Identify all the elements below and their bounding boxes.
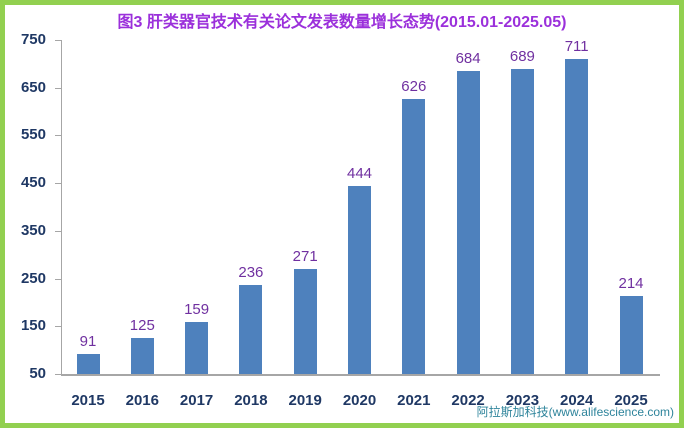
x-axis-label: 2016 — [125, 392, 159, 409]
bar — [565, 58, 589, 374]
bar — [293, 268, 317, 374]
bar-value-label: 444 — [346, 165, 373, 182]
x-axis-label: 2021 — [397, 392, 431, 409]
y-tick-mark — [55, 135, 61, 137]
x-axis-line — [61, 374, 660, 376]
bar-value-label: 711 — [564, 37, 589, 55]
x-axis-label: 2024 — [560, 392, 594, 409]
x-axis-label: 2017 — [179, 392, 214, 409]
y-tick-label: 550 — [20, 126, 46, 144]
x-axis-label: 2022 — [451, 392, 485, 409]
bar-value-label: 271 — [292, 247, 318, 265]
x-axis-label: 2015 — [71, 392, 105, 409]
y-tick-mark — [55, 374, 61, 375]
x-axis-label: 2019 — [288, 392, 322, 409]
y-tick-mark — [55, 87, 61, 89]
bar — [348, 186, 371, 374]
bar — [130, 338, 154, 374]
bar-value-label: 689 — [509, 48, 535, 66]
y-tick-label: 250 — [20, 269, 46, 287]
y-tick-mark — [55, 326, 61, 328]
bar-value-label: 236 — [238, 264, 264, 282]
y-tick-label: 650 — [20, 78, 46, 96]
bar — [456, 71, 480, 374]
y-tick-mark — [55, 40, 61, 41]
bar — [402, 99, 426, 374]
bar — [239, 285, 263, 374]
bar-value-label: 125 — [129, 317, 155, 335]
y-tick-label: 750 — [20, 31, 46, 48]
x-axis-label: 2025 — [614, 392, 648, 409]
bar-value-label: 684 — [455, 50, 481, 68]
bar — [76, 354, 100, 374]
y-tick-label: 150 — [20, 317, 46, 335]
y-tick-mark — [55, 230, 61, 232]
bar — [510, 69, 534, 374]
bar — [185, 321, 209, 374]
y-tick-mark — [55, 278, 61, 280]
bar-value-label: 214 — [618, 274, 644, 292]
bar-value-label: 91 — [79, 333, 97, 351]
y-axis-line — [61, 40, 62, 376]
y-tick-mark — [55, 183, 61, 185]
chart-title: 图3 肝类器官技术有关论文发表数量增长态势(2015.01-2025.05) — [117, 14, 567, 31]
x-axis-label: 2020 — [342, 392, 377, 409]
plot-area: 50 150 250 350 450 550 650 750 91 2015 125 2016 159 2… — [5, 5, 679, 423]
y-tick-label: 450 — [20, 174, 46, 192]
y-tick-label: 350 — [20, 221, 46, 239]
bar — [619, 295, 643, 374]
watermark: 阿拉斯加科技(www.alifescience.com) — [476, 405, 674, 419]
y-tick-label: 50 — [29, 365, 46, 382]
bar-value-label: 159 — [184, 300, 210, 318]
bar-value-label: 626 — [401, 78, 427, 96]
x-axis-label: 2018 — [234, 392, 268, 409]
x-axis-label: 2023 — [505, 392, 540, 409]
